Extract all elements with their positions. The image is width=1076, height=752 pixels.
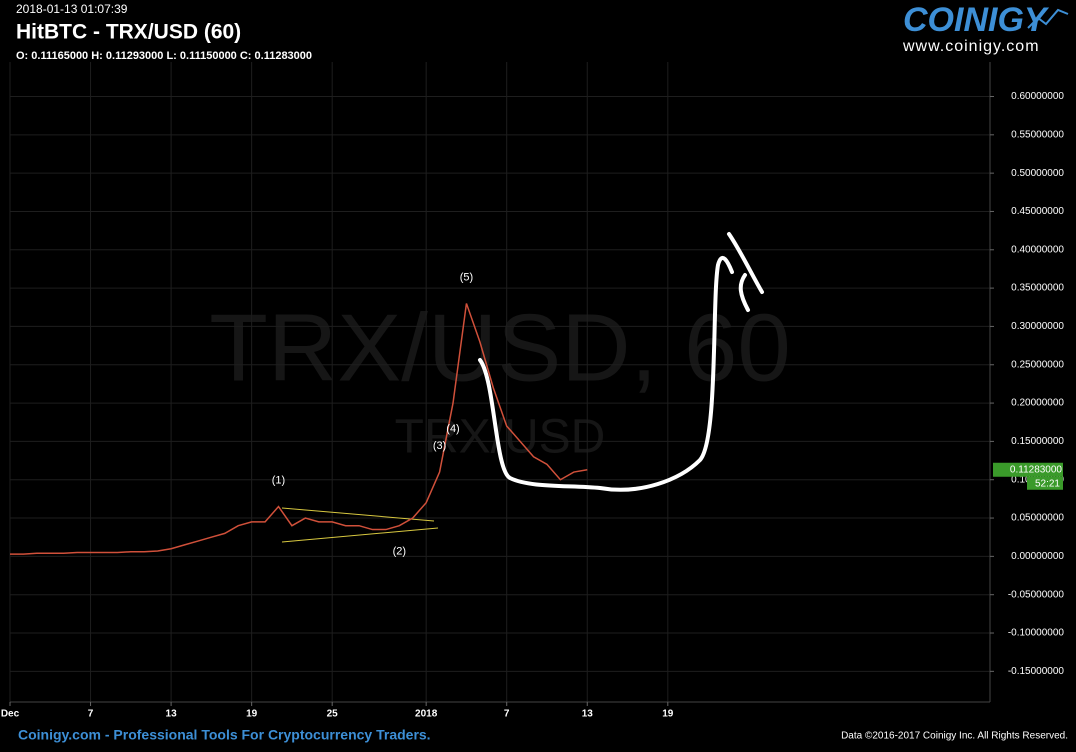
hand-drawn-projection [478, 232, 764, 492]
timestamp: 2018-01-13 01:07:39 [16, 2, 128, 16]
last-price-box [993, 462, 1063, 477]
last-price: 0.11283000 [1010, 464, 1063, 475]
logo-url: www.coinigy.com [902, 38, 1040, 55]
y-tick-label: 0.35000000 [1011, 283, 1064, 294]
countdown-box [1027, 476, 1063, 490]
x-tick-label: 13 [582, 709, 594, 720]
wave-label: (4) [446, 423, 459, 435]
x-tick-label: Dec [1, 709, 20, 720]
wave-label: (3) [433, 440, 446, 452]
y-tick-label: 0.20000000 [1011, 398, 1064, 409]
x-tick-label: 25 [327, 709, 339, 720]
y-tick-label: 0.60000000 [1011, 91, 1064, 102]
trend-line [281, 527, 439, 543]
countdown: 52:21 [1035, 478, 1060, 489]
footer-right: Data ©2016-2017 Coinigy Inc. All Rights … [841, 731, 1068, 742]
wave-label: (2) [393, 546, 406, 558]
y-tick-label: 0.50000000 [1011, 168, 1064, 179]
x-tick-label: 19 [662, 709, 674, 720]
footer-left: Coinigy.com - Professional Tools For Cry… [18, 727, 431, 743]
wave-label: (5) [460, 271, 473, 283]
x-tick-label: 13 [166, 709, 178, 720]
plot-area [9, 62, 990, 702]
wave-label: (1) [272, 474, 285, 486]
y-tick-label: 0.45000000 [1011, 206, 1064, 217]
y-tick-label: 0.00000000 [1011, 551, 1064, 562]
watermark: TRX/USD, 60 [209, 294, 790, 401]
price-line [10, 303, 588, 555]
logo-brand: COINIGY [903, 1, 1050, 39]
y-tick-label: 0.55000000 [1011, 129, 1064, 140]
y-tick-label: -0.15000000 [1008, 666, 1065, 677]
y-tick-label: -0.05000000 [1008, 589, 1065, 600]
trend-line [281, 507, 435, 522]
y-tick-label: 0.05000000 [1011, 513, 1064, 524]
x-tick-label: 2018 [415, 709, 438, 720]
y-tick-label: 0.40000000 [1011, 244, 1064, 255]
y-tick-label: 0.15000000 [1011, 436, 1064, 447]
y-tick-label: -0.10000000 [1008, 628, 1065, 639]
x-tick-label: 19 [246, 709, 258, 720]
ohlc: O: 0.11165000 H: 0.11293000 L: 0.1115000… [16, 50, 312, 62]
x-tick-label: 7 [88, 709, 94, 720]
y-tick-label: 0.25000000 [1011, 359, 1064, 370]
logo-icon [1027, 8, 1069, 29]
chart-title: HitBTC - TRX/USD (60) [16, 21, 241, 44]
x-tick-label: 7 [504, 709, 510, 720]
y-tick-label: 0.30000000 [1011, 321, 1064, 332]
